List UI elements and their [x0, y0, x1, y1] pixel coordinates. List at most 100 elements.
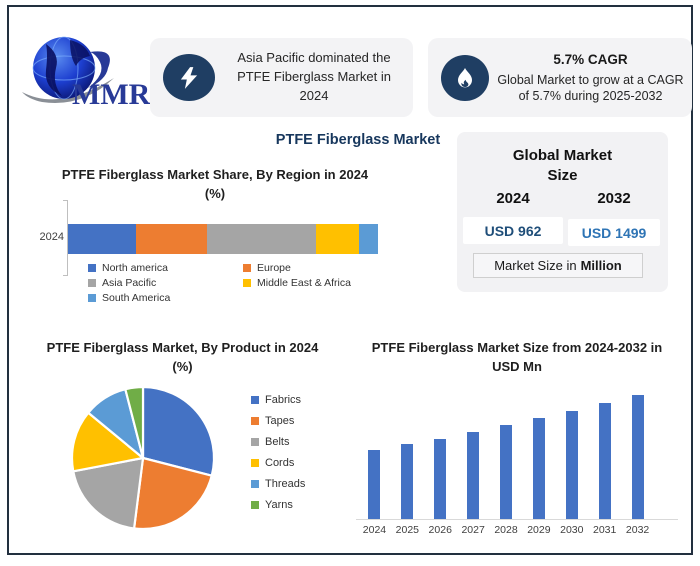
pie-legend-item-belts: Belts — [251, 436, 305, 448]
lightning-icon-circle — [163, 54, 215, 101]
note-text: Market Size in — [494, 258, 577, 273]
region-chart-y-axis — [63, 200, 68, 276]
cagr-title: 5.7% CAGR — [553, 52, 628, 68]
region-category-label: 2024 — [39, 231, 64, 243]
column-label-2024: 2024 — [362, 524, 387, 536]
pie-legend-item-yarns: Yarns — [251, 499, 305, 511]
legend-item-middle-east-africa: Middle East & Africa — [243, 277, 418, 289]
column-slot-2028 — [490, 384, 523, 519]
legend-swatch — [88, 279, 96, 287]
flame-icon-circle — [441, 54, 489, 101]
region-bar — [68, 224, 378, 254]
year-header-2024: 2024 — [496, 190, 530, 207]
column-chart-x-axis — [356, 519, 678, 520]
pie-chart-title: PTFE Fiberglass Market, By Product in 20… — [46, 340, 319, 374]
legend-label: Belts — [265, 436, 290, 448]
logo-text: MMR — [72, 78, 151, 111]
value-chip-2032: USD 1499 — [568, 219, 660, 246]
pie-slice-fabrics — [141, 385, 216, 477]
cagr-text: Global Market to grow at a CAGR of 5.7% … — [497, 72, 684, 104]
region-chart-title: PTFE Fiberglass Market Share, By Region … — [61, 167, 369, 201]
column-chart-labels: 2024 2025 2026 2027 2028 2029 2030 2031 2032 — [358, 524, 654, 536]
region-segment-south-america — [359, 224, 378, 254]
column-bar-2032 — [631, 394, 644, 519]
region-segment-asia-pacific — [207, 224, 316, 254]
globe-logo-icon: MMR — [22, 36, 151, 111]
legend-item-asia-pacific: Asia Pacific — [88, 277, 243, 289]
column-slot-2032 — [621, 384, 654, 519]
panel-title: Global Market Size — [512, 147, 613, 185]
column-slot-2024 — [358, 384, 391, 519]
column-label-2031: 2031 — [593, 524, 617, 536]
legend-item-europe: Europe — [243, 262, 418, 274]
column-label-2030: 2030 — [560, 524, 584, 536]
legend-label: Europe — [257, 262, 291, 274]
column-label-2027: 2027 — [461, 524, 485, 536]
global-market-size-panel: Global Market Size 2024 2032 USD 962 USD… — [457, 132, 668, 292]
legend-label: Cords — [265, 457, 295, 469]
pie-slice-belts — [72, 456, 145, 530]
column-bar-2028 — [500, 425, 512, 519]
cagr-block: 5.7% CAGR Global Market to grow at a CAG… — [489, 50, 692, 105]
column-bar-2025 — [401, 444, 414, 519]
legend-label: South America — [102, 292, 171, 304]
legend-label: Tapes — [265, 415, 295, 427]
legend-swatch — [251, 501, 259, 509]
legend-label: Fabrics — [265, 394, 302, 406]
legend-swatch — [251, 396, 259, 404]
pie-legend-item-cords: Cords — [251, 457, 305, 469]
column-slot-2031 — [588, 384, 621, 519]
column-slot-2029 — [522, 384, 555, 519]
legend-item-south-america: South America — [88, 292, 243, 304]
legend-swatch — [243, 279, 251, 287]
flame-icon — [458, 67, 472, 87]
region-legend: North america Europe Asia Pacific Middle Ea… — [88, 262, 418, 304]
column-label-2032: 2032 — [625, 524, 650, 536]
column-chart-title: PTFE Fiberglass Market Size from 2024-20… — [371, 340, 663, 374]
column-label-2029: 2029 — [527, 524, 551, 536]
year-header-2032: 2032 — [597, 190, 631, 207]
column-slot-2026 — [424, 384, 457, 519]
region-segment-north-america — [68, 224, 137, 254]
product-pie-chart — [70, 385, 216, 531]
legend-label: Threads — [265, 478, 306, 490]
column-slot-2027 — [457, 384, 490, 519]
market-size-note: Market Size in Million — [473, 253, 643, 278]
cagr-callout: 5.7% CAGR Global Market to grow at a CAG… — [428, 38, 692, 117]
highlight-callout: Asia Pacific dominated the PTFE Fibergla… — [150, 38, 413, 117]
legend-label: Asia Pacific — [102, 277, 157, 289]
legend-label: North america — [102, 262, 168, 274]
region-segment-europe — [136, 224, 208, 254]
market-size-column-chart — [358, 384, 654, 519]
pie-legend-item-fabrics: Fabrics — [251, 394, 305, 406]
mmr-logo: MMR — [12, 26, 152, 118]
pie-slice-yarns — [124, 385, 145, 460]
legend-swatch — [88, 264, 96, 272]
pie-slice-cords — [70, 411, 145, 473]
pie-legend-item-threads: Threads — [251, 478, 305, 490]
highlight-text: Asia Pacific dominated the PTFE Fibergla… — [237, 50, 391, 103]
column-bar-2024 — [368, 450, 381, 519]
column-label-2028: 2028 — [494, 524, 518, 536]
column-label-2025: 2025 — [395, 524, 420, 536]
legend-swatch — [88, 294, 96, 302]
legend-item-north-america: North america — [88, 262, 243, 274]
column-slot-2030 — [555, 384, 588, 519]
column-bar-2030 — [565, 410, 578, 519]
column-bar-2026 — [434, 438, 447, 519]
region-segment-middle-east-africa — [315, 224, 360, 254]
legend-label: Middle East & Africa — [257, 277, 351, 289]
column-bar-2029 — [532, 418, 545, 519]
legend-swatch — [251, 438, 259, 446]
column-bar-2031 — [598, 402, 611, 519]
legend-swatch — [251, 480, 259, 488]
column-slot-2025 — [391, 384, 424, 519]
column-bar-2027 — [467, 432, 480, 519]
pie-slice-tapes — [133, 456, 213, 531]
note-bold: Million — [580, 258, 622, 273]
column-label-2026: 2026 — [428, 524, 452, 536]
legend-swatch — [251, 417, 259, 425]
legend-swatch — [251, 459, 259, 467]
value-chip-2024: USD 962 — [463, 217, 563, 244]
page-title: PTFE Fiberglass Market — [275, 132, 441, 148]
